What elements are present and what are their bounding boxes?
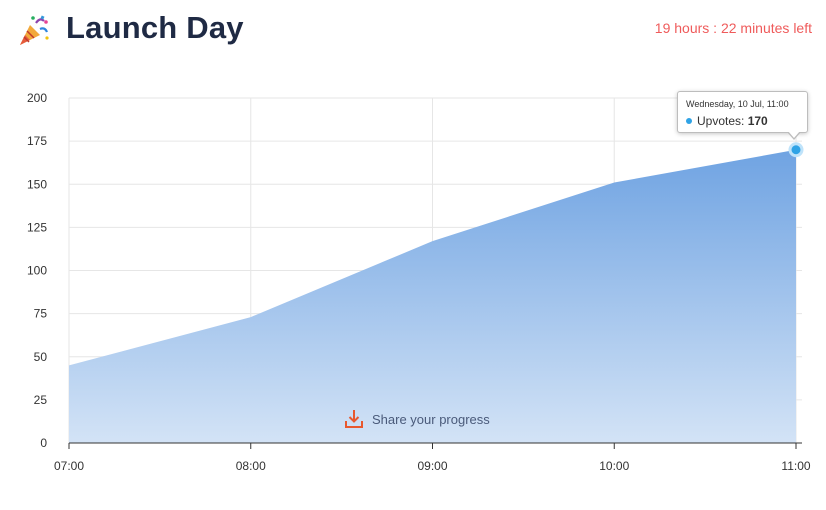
chart-axes: [68, 442, 802, 449]
y-tick-label: 50: [34, 350, 48, 364]
page-title: Launch Day: [66, 10, 244, 45]
party-popper-icon: [20, 15, 49, 45]
y-tick-label: 125: [27, 220, 47, 234]
header: Launch Day 19 hours : 22 minutes left: [0, 0, 826, 60]
time-left-text: 19 hours : 22 minutes left: [654, 20, 812, 36]
y-tick-label: 200: [27, 91, 47, 105]
y-tick-label: 0: [40, 436, 47, 450]
data-points[interactable]: [65, 142, 804, 370]
y-axis-labels: 0 25 50 75 100 125 150 175 200: [27, 91, 47, 450]
tooltip-label: Upvotes:: [697, 114, 748, 128]
tooltip-series-dot: [686, 118, 692, 124]
x-axis-labels: 07:00 08:00 09:00 10:00 11:00: [54, 459, 811, 473]
y-tick-label: 150: [27, 177, 47, 191]
tooltip-value: 170: [747, 114, 768, 128]
y-tick-label: 75: [34, 307, 48, 321]
x-tick-label: 07:00: [54, 459, 84, 473]
tooltip-arrow-inner: [788, 131, 800, 138]
x-tick-label: 11:00: [781, 459, 810, 473]
y-tick-label: 100: [27, 264, 47, 278]
chart-tooltip: Wednesday, 10 Jul, 11:00 Upvotes: 170: [677, 91, 808, 133]
upvotes-area: [69, 149, 796, 443]
data-point[interactable]: [65, 361, 73, 369]
download-icon: [345, 410, 363, 428]
x-tick-label: 08:00: [236, 459, 266, 473]
x-tick-label: 09:00: [417, 459, 447, 473]
data-point[interactable]: [610, 179, 618, 187]
y-tick-label: 25: [34, 393, 48, 407]
highlighted-data-point[interactable]: [788, 142, 804, 158]
y-tick-label: 175: [27, 134, 47, 148]
tooltip-date: Wednesday, 10 Jul, 11:00: [686, 99, 789, 109]
data-point[interactable]: [247, 313, 255, 321]
share-progress-label: Share your progress: [372, 411, 490, 427]
data-point[interactable]: [429, 237, 437, 245]
x-tick-label: 10:00: [599, 459, 629, 473]
share-progress-button[interactable]: Share your progress: [343, 407, 490, 431]
tooltip-row: Upvotes: 170: [686, 114, 799, 128]
